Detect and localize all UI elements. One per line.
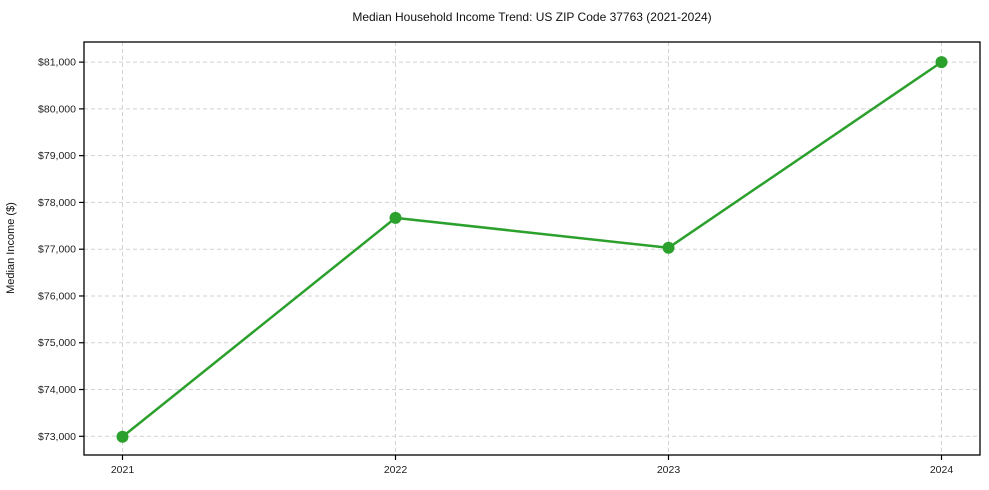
y-tick-label: $73,000 — [38, 431, 76, 443]
y-tick-label: $77,000 — [38, 244, 76, 256]
x-tick-label: 2022 — [384, 464, 408, 476]
y-tick-label: $78,000 — [38, 197, 76, 209]
data-point-2024 — [935, 56, 948, 69]
y-tick-label: $81,000 — [38, 57, 76, 69]
y-tick-label: $80,000 — [38, 103, 76, 115]
y-axis-label: Median Income ($) — [5, 202, 17, 294]
data-point-2023 — [662, 241, 675, 254]
x-tick-label: 2021 — [111, 464, 135, 476]
y-tick-label: $75,000 — [38, 337, 76, 349]
trend-line — [121, 60, 943, 439]
data-point-2022 — [389, 211, 402, 224]
plot-border — [83, 41, 981, 456]
x-tick-label: 2024 — [930, 464, 954, 476]
data-point-2021 — [116, 430, 129, 443]
x-tick-label: 2023 — [657, 464, 681, 476]
y-tick-label: $76,000 — [38, 290, 76, 302]
chart-title: Median Household Income Trend: US ZIP Co… — [352, 10, 711, 24]
y-tick-label: $74,000 — [38, 384, 76, 396]
y-tick-label: $79,000 — [38, 150, 76, 162]
